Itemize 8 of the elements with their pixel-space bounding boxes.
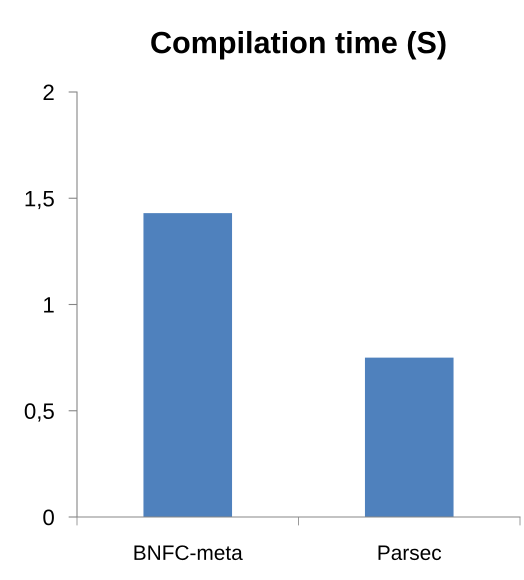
- chart-title: Compilation time (S): [151, 30, 446, 60]
- y-tick-label: 2: [44, 84, 54, 100]
- x-tick-label: Parsec: [378, 546, 442, 560]
- x-tick-label: BNFC-meta: [134, 545, 243, 560]
- y-tick-label: 1: [44, 297, 54, 313]
- y-tick-label: 0,5: [24, 403, 54, 422]
- y-tick-label: 0: [43, 510, 54, 526]
- y-tick-label: 1,5: [26, 191, 54, 210]
